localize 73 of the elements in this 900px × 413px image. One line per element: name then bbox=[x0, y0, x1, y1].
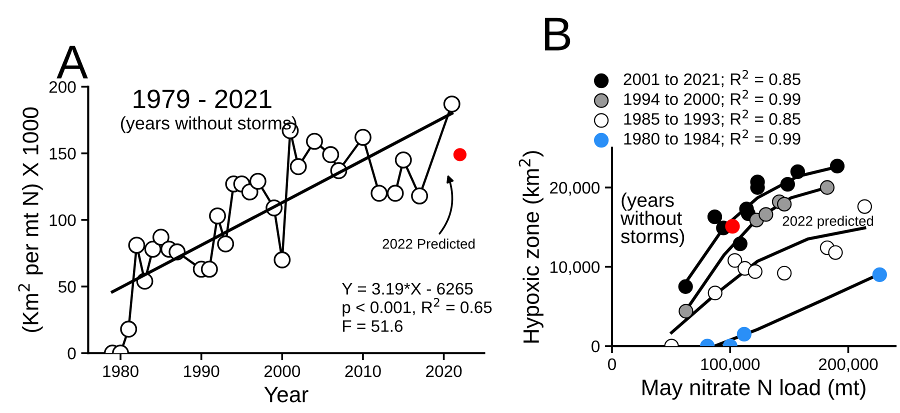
point bbox=[249, 172, 266, 190]
annotation: 2022 Predicted bbox=[382, 238, 475, 249]
point bbox=[200, 260, 218, 278]
point bbox=[322, 146, 340, 164]
y-tick-label: 100 bbox=[50, 214, 76, 226]
point bbox=[777, 196, 792, 212]
point bbox=[453, 148, 467, 162]
y-tick-label: 20,000 bbox=[550, 182, 600, 196]
point bbox=[217, 235, 234, 252]
y-tick-label: 150 bbox=[50, 148, 76, 160]
point bbox=[370, 184, 388, 202]
legend-label: 1994 to 2000; R$^{2}$ = 0.99 bbox=[624, 90, 800, 107]
annotation: (years without storms) bbox=[620, 192, 684, 248]
point bbox=[274, 251, 291, 268]
x-tick-label: 2000 bbox=[264, 365, 300, 378]
y-tick-label: 10,000 bbox=[550, 261, 600, 275]
legend-label: 2001 to 2021; R$^{2}$ = 0.85 bbox=[624, 70, 800, 88]
point bbox=[790, 164, 806, 179]
x-tick-label: 2020 bbox=[426, 365, 462, 378]
point bbox=[128, 236, 146, 254]
x-tick-label: 2010 bbox=[345, 365, 381, 378]
point bbox=[728, 253, 742, 268]
x-tick-label: 100,000 bbox=[701, 358, 760, 372]
x-axis-title: Year bbox=[264, 386, 308, 402]
y-tick-label: 0 bbox=[592, 340, 600, 352]
point bbox=[678, 279, 693, 294]
point bbox=[443, 96, 460, 113]
point bbox=[780, 177, 795, 192]
point bbox=[241, 183, 258, 200]
point bbox=[306, 132, 323, 150]
point bbox=[678, 304, 694, 319]
point bbox=[394, 152, 412, 168]
point bbox=[386, 184, 404, 202]
point bbox=[777, 266, 792, 280]
x-axis-title: May nitrate N load (mt) bbox=[642, 378, 866, 400]
point bbox=[725, 219, 740, 234]
point bbox=[857, 199, 872, 214]
chart-title: A bbox=[56, 46, 88, 78]
y-axis-title: Hypoxic zone (km$^{2}$) bbox=[518, 151, 544, 343]
point bbox=[708, 286, 722, 300]
annotation: Y = 3.19*X - 6265 bbox=[342, 282, 473, 295]
chart-title: B bbox=[545, 18, 570, 50]
y-tick-label: 50 bbox=[58, 280, 76, 293]
x-tick-label: 1990 bbox=[184, 365, 220, 378]
point bbox=[736, 326, 752, 342]
annotation: 2022 predicted bbox=[782, 216, 874, 229]
point bbox=[411, 187, 428, 204]
annotation: 1979 - 2021 bbox=[134, 90, 272, 108]
y-tick-label: 0 bbox=[68, 348, 76, 360]
point bbox=[707, 210, 722, 224]
point bbox=[758, 207, 774, 222]
point bbox=[830, 158, 845, 174]
annotation: F = 51.6 bbox=[343, 320, 403, 332]
y-axis-title: (Km$^{2}$ per mt N) X 1000 bbox=[18, 107, 43, 332]
point bbox=[828, 245, 843, 260]
point bbox=[872, 267, 887, 282]
legend-label: 1980 to 1984; R$^{2}$ = 0.99 bbox=[624, 129, 800, 147]
point bbox=[290, 158, 307, 176]
x-tick-label: 1980 bbox=[103, 365, 138, 378]
point bbox=[354, 128, 372, 146]
annotation: p < 0.001, R$^{2}$ = 0.65 bbox=[342, 298, 492, 316]
point bbox=[732, 236, 748, 252]
annotation: (years without storms) bbox=[121, 116, 296, 134]
x-tick-label: 200,000 bbox=[818, 358, 878, 372]
point bbox=[120, 320, 138, 338]
point bbox=[152, 228, 170, 246]
point bbox=[144, 240, 162, 258]
legend-label: 1985 to 1993; R$^{2}$ = 0.85 bbox=[624, 110, 800, 127]
y-tick-label: 200 bbox=[49, 81, 76, 93]
x-tick-label: 0 bbox=[608, 358, 616, 370]
point bbox=[748, 264, 762, 279]
point bbox=[820, 180, 835, 195]
point bbox=[209, 207, 226, 224]
